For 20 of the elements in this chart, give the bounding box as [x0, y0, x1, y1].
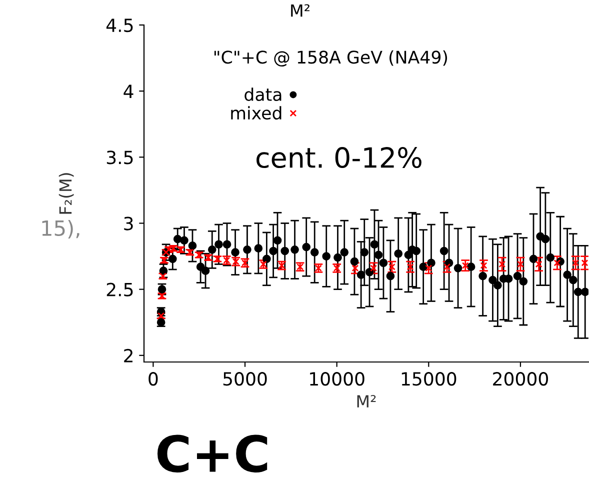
text: M²: [291, 4, 310, 17]
x-tick-label: 20000: [493, 372, 548, 386]
y-axis-title: F₂(M): [58, 173, 74, 214]
text: "C"+C @ 158A GeV (NA49): [214, 50, 448, 67]
y-tick-label: 3.5: [106, 150, 133, 164]
legend-label: data: [244, 88, 282, 102]
legend-label: mixed: [231, 106, 282, 120]
x-tick-label: 15000: [402, 372, 456, 386]
x-axis-title: M²: [357, 395, 376, 408]
y-tick-label: 2.5: [106, 282, 133, 296]
annotation: cent. 0-12%: [256, 147, 422, 168]
y-tick-label: 4.5: [106, 18, 133, 32]
y-tick-label: 3: [124, 216, 133, 230]
x-tick-label: 10000: [310, 372, 364, 386]
y-tick-label: 4: [124, 84, 134, 98]
x-tick-label: 0: [148, 372, 158, 386]
text: 15),: [42, 220, 80, 238]
x-tick-label: 5000: [223, 372, 267, 386]
y-tick-label: 2: [124, 348, 132, 362]
text: C+C: [157, 434, 268, 473]
